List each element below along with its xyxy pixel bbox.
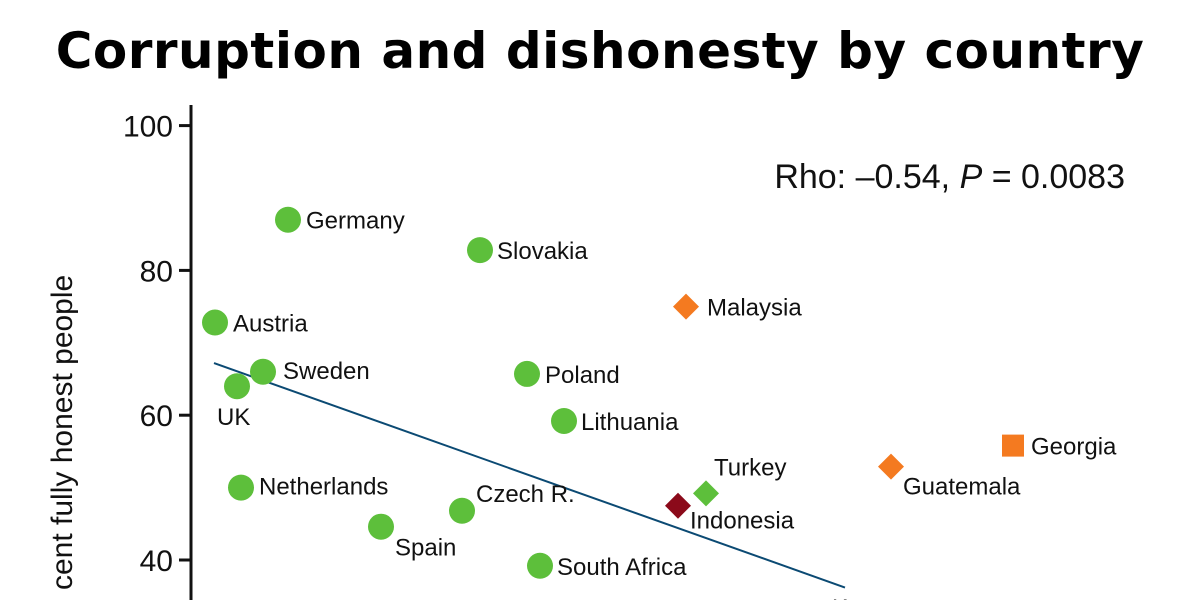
point-label-spain: Spain [395, 535, 456, 562]
point-label-south-africa: South Africa [557, 554, 687, 581]
point-germany [275, 206, 301, 233]
point-label-uk: UK [217, 404, 250, 431]
point-turkey [693, 480, 719, 507]
point-label-austria: Austria [233, 311, 308, 338]
point-south-africa [527, 552, 553, 579]
point-guatemala [878, 453, 904, 480]
point-spain [368, 513, 394, 540]
point-austria [202, 309, 228, 336]
y-tick-label-40: 40 [140, 545, 173, 578]
point-poland [514, 360, 540, 387]
point-slovakia [467, 237, 493, 264]
point-uk [224, 373, 250, 400]
point-label-poland: Poland [545, 362, 620, 389]
point-indonesia [665, 492, 691, 519]
point-netherlands [228, 474, 254, 501]
trend-line [213, 362, 846, 589]
point-lithuania [551, 407, 577, 434]
y-tick-label-100: 100 [123, 111, 173, 144]
point-label-germany: Germany [306, 208, 405, 235]
point-label-lithuania: Lithuania [581, 409, 679, 436]
point-label-netherlands: Netherlands [259, 474, 388, 501]
point-label-sweden: Sweden [283, 358, 370, 385]
point-georgia [1002, 434, 1024, 457]
point-label-kenya: Kenya [832, 595, 901, 600]
point-label-indonesia: Indonesia [690, 508, 795, 535]
y-axis-label: cent fully honest people [46, 275, 79, 590]
point-label-georgia: Georgia [1031, 434, 1117, 461]
point-sweden [250, 358, 276, 385]
point-label-slovakia: Slovakia [497, 238, 588, 265]
point-label-malaysia: Malaysia [707, 295, 802, 322]
y-tick-label-60: 60 [140, 400, 173, 433]
point-label-turkey: Turkey [714, 454, 786, 481]
point-label-czech-r: Czech R. [476, 481, 575, 508]
point-label-guatemala: Guatemala [903, 474, 1021, 501]
correlation-annotation: Rho: –0.54, P = 0.0083 [774, 158, 1125, 196]
point-malaysia [673, 293, 699, 320]
point-czech-r [449, 497, 475, 524]
y-tick-label-80: 80 [140, 255, 173, 288]
chart-title: Corruption and dishonesty by country [55, 22, 1145, 80]
